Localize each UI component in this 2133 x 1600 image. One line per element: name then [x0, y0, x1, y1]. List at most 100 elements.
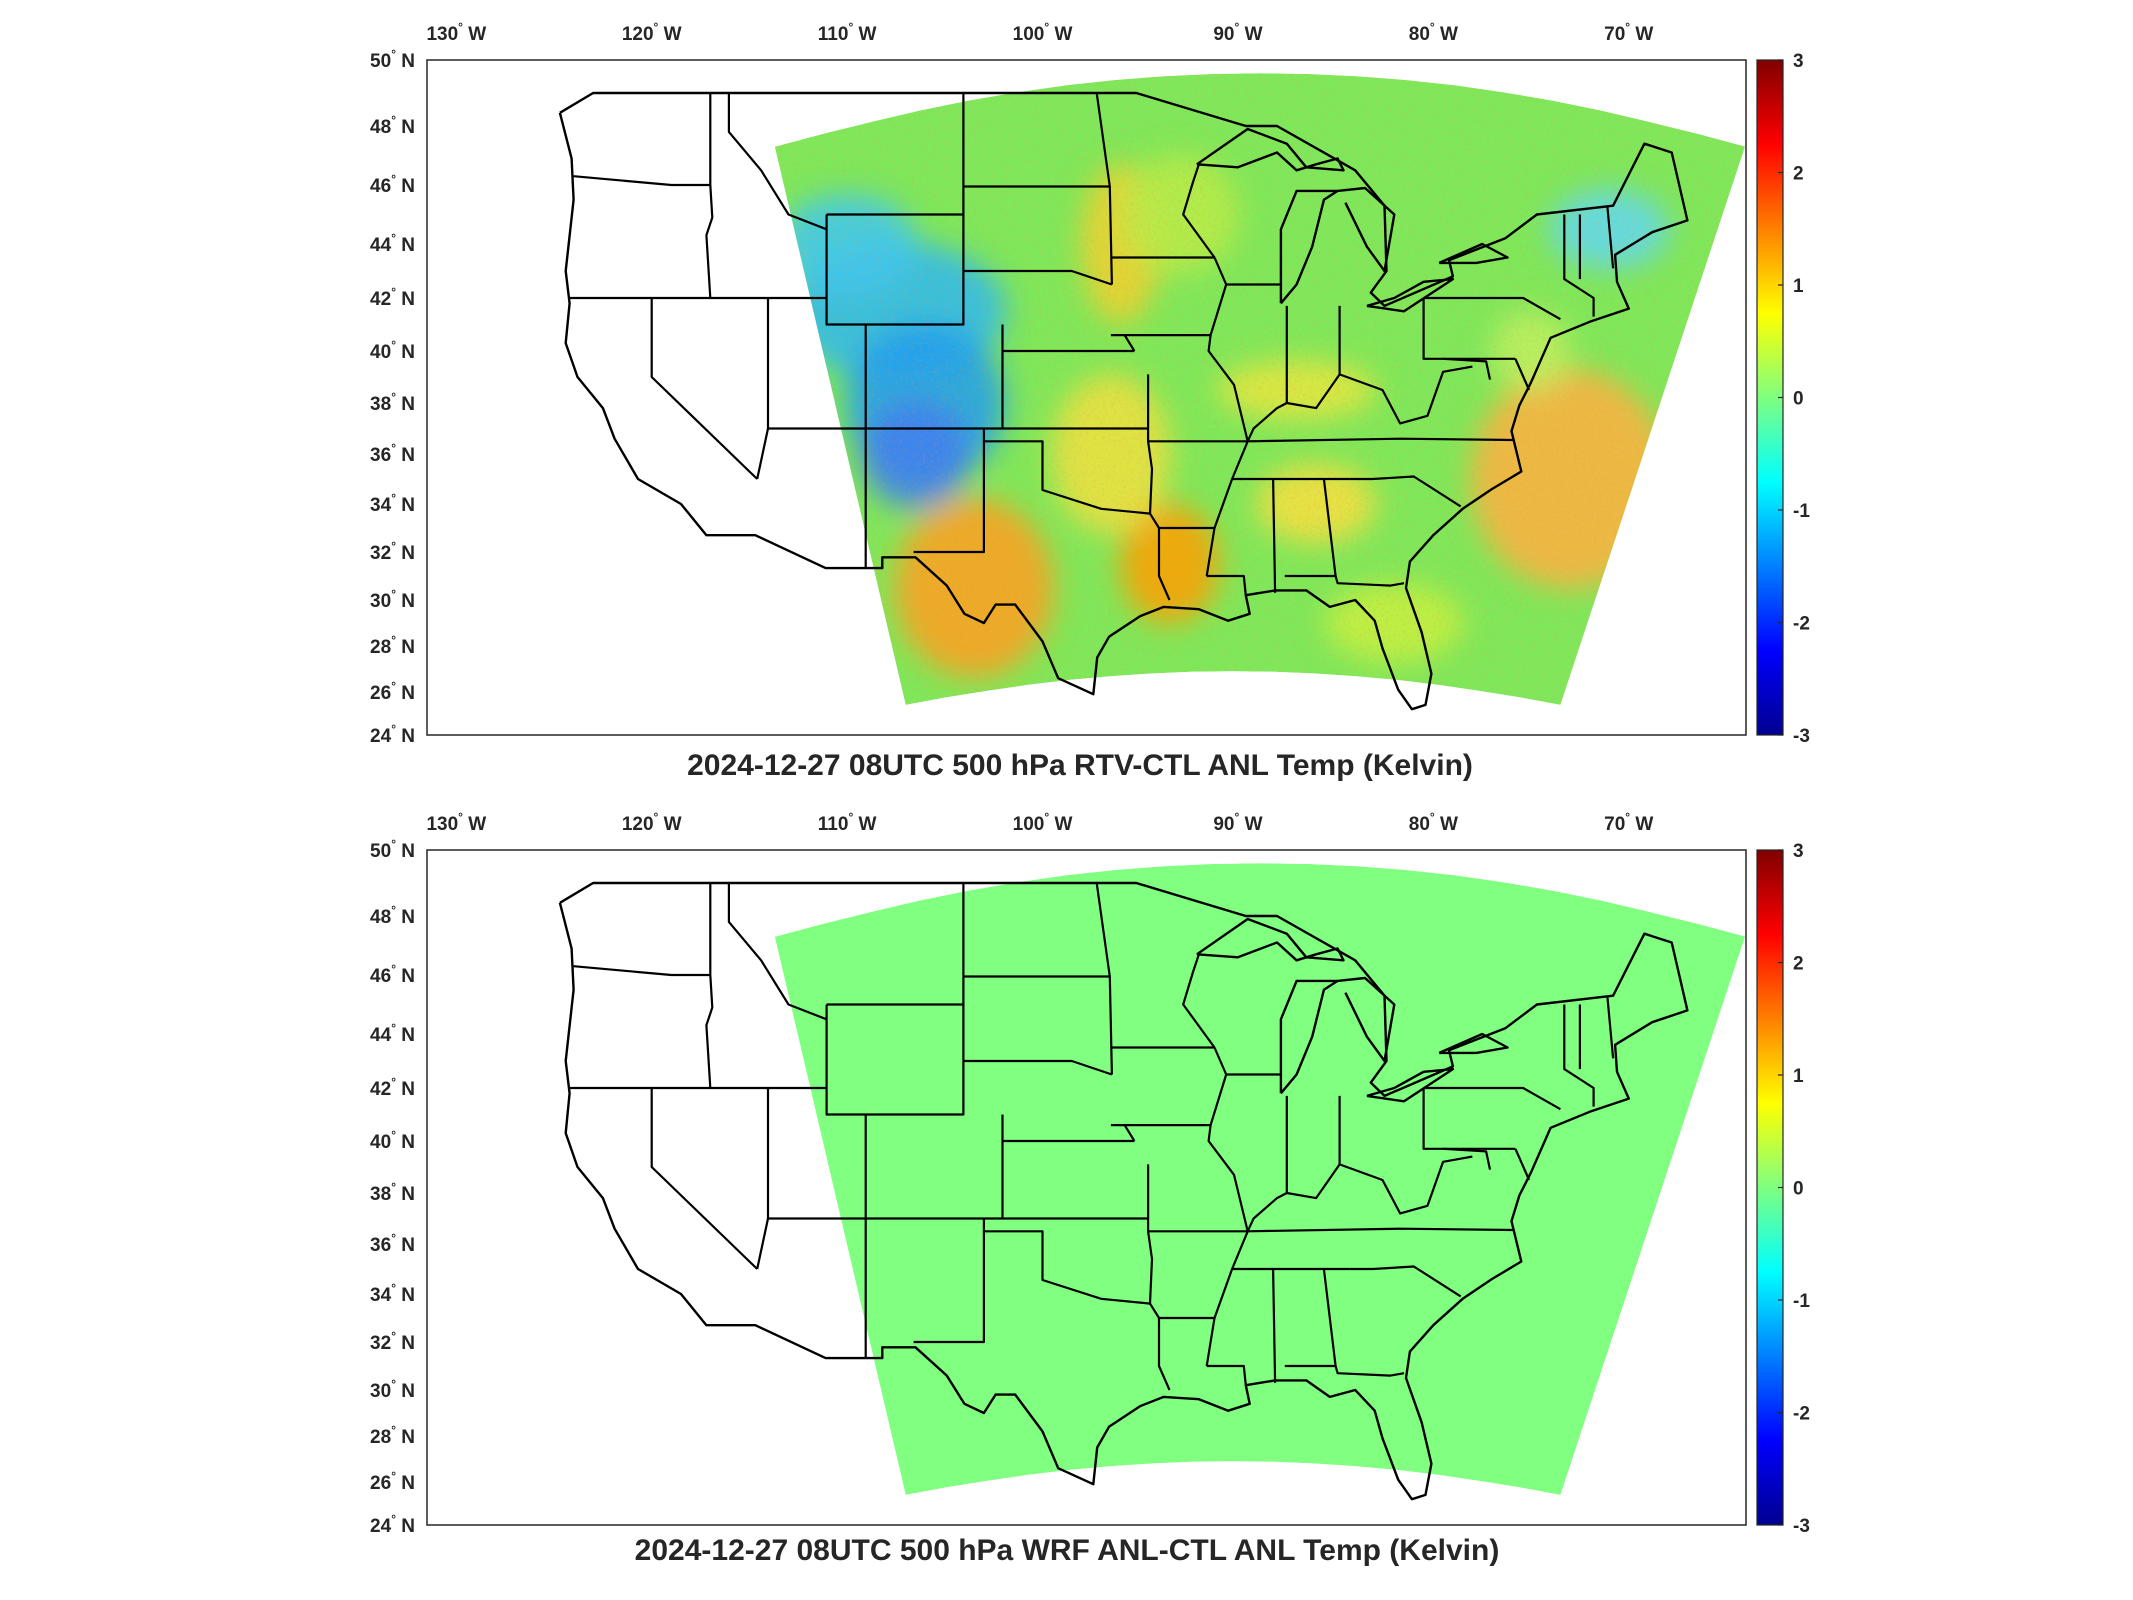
latitude-ticks: 50° N 48° N 46° N 44° N 42° N 40° N 38° N 36° N…	[370, 47, 415, 747]
lon-tick-label: 110° W	[818, 810, 877, 835]
lon-tick-label: 90° W	[1213, 810, 1262, 835]
lat-tick-label: 40° N	[370, 1128, 415, 1153]
state-border	[573, 965, 711, 977]
state-border	[1563, 214, 1595, 317]
map-frame	[426, 59, 1747, 736]
colorbar-tick-label: 2	[1793, 164, 1804, 185]
lat-tick-label: 44° N	[370, 231, 415, 256]
map-svg-1: 130° W 120° W 110° W 100° W 90° W 80° W 70° W …	[370, 20, 1810, 782]
lon-tick-label: 110° W	[818, 20, 877, 45]
panel-title: 2024-12-27 08UTC 500 hPa WRF ANL-CTL ANL…	[635, 1534, 1500, 1567]
state-border	[1349, 475, 1462, 508]
state-border	[1182, 163, 1216, 259]
lon-tick-label: 80° W	[1409, 20, 1458, 45]
colorbar-tick-label: -3	[1793, 726, 1810, 747]
state-border	[1206, 574, 1247, 596]
lat-tick-label: 48° N	[370, 113, 415, 138]
great-lake	[1337, 976, 1396, 1063]
lat-tick-label: 30° N	[370, 1377, 415, 1402]
state-border	[1322, 1268, 1337, 1367]
great-lake	[1337, 186, 1396, 273]
state-border	[1205, 284, 1249, 577]
state-border	[963, 269, 1113, 286]
colorbar: 3 2 1 0 -1 -2 -3	[1756, 841, 1810, 1537]
state-border	[1514, 1148, 1531, 1181]
state-border	[1284, 1364, 1405, 1377]
state-border	[705, 93, 714, 299]
lon-tick-label: 100° W	[1013, 810, 1073, 835]
map-panel-1: 130° W 120° W 110° W 100° W 90° W 80° W 70° W …	[370, 20, 1810, 782]
colorbar-tick-label: 2	[1793, 954, 1804, 975]
state-border	[1514, 358, 1531, 391]
state-border	[825, 1004, 965, 1116]
great-lake	[1366, 277, 1455, 313]
state-border	[1206, 1364, 1247, 1386]
lat-tick-label: 48° N	[370, 903, 415, 928]
colorbar-tick-label: 3	[1793, 841, 1804, 862]
great-lake	[1279, 979, 1339, 1095]
speckle-texture	[774, 73, 1746, 705]
state-border	[573, 175, 711, 187]
state-borders	[558, 91, 1689, 711]
colorbar-tick-label: 3	[1793, 51, 1804, 72]
lat-tick-label: 32° N	[370, 1329, 415, 1354]
colorbar-tick-label: -2	[1793, 614, 1810, 635]
lon-tick-label: 100° W	[1013, 20, 1073, 45]
lat-tick-label: 24° N	[370, 1512, 415, 1537]
lat-tick-label: 46° N	[370, 962, 415, 987]
state-border	[963, 1059, 1113, 1076]
colorbar-tick-label: 0	[1793, 389, 1804, 410]
state-border	[983, 1230, 1151, 1305]
colorbar: 3 2 1 0 -1 -2 -3	[1756, 51, 1810, 747]
state-border	[650, 298, 758, 480]
state-border	[1284, 574, 1405, 587]
lat-tick-label: 50° N	[370, 47, 415, 72]
state-border	[1123, 334, 1136, 352]
state-border	[1286, 1155, 1473, 1215]
state-border	[1247, 1227, 1514, 1233]
state-border	[766, 1088, 867, 1220]
state-border	[650, 1088, 758, 1270]
map-svg-2: 130° W 120° W 110° W 100° W 90° W 80° W 70° W …	[370, 810, 1810, 1567]
lat-tick-label: 24° N	[370, 722, 415, 747]
lat-tick-label: 34° N	[370, 491, 415, 516]
state-border	[1422, 1088, 1516, 1150]
state-border	[1286, 365, 1473, 425]
coastline	[558, 91, 1689, 711]
lat-tick-label: 26° N	[370, 679, 415, 704]
lon-tick-label: 130° W	[426, 810, 486, 835]
lat-tick-label: 42° N	[370, 1075, 415, 1100]
colorbar-tick-label: 1	[1793, 276, 1804, 297]
state-border	[756, 428, 770, 480]
lat-tick-label: 26° N	[370, 1469, 415, 1494]
state-border	[1443, 357, 1492, 380]
anomaly-field	[774, 73, 1746, 705]
great-lake	[1279, 189, 1339, 305]
longitude-ticks: 130° W 120° W 110° W 100° W 90° W 80° W 70° W	[426, 20, 1653, 45]
lon-tick-label: 120° W	[622, 20, 682, 45]
state-border	[983, 440, 1151, 515]
lat-tick-label: 40° N	[370, 338, 415, 363]
lat-tick-label: 36° N	[370, 441, 415, 466]
colorbar-tick-label: 1	[1793, 1066, 1804, 1087]
map-frame	[426, 849, 1747, 1526]
state-border	[1606, 995, 1615, 1059]
lon-tick-label: 80° W	[1409, 810, 1458, 835]
state-border	[1349, 1265, 1462, 1298]
lat-tick-label: 36° N	[370, 1231, 415, 1256]
state-border	[766, 298, 867, 430]
lat-tick-label: 38° N	[370, 390, 415, 415]
great-lake	[1196, 917, 1345, 962]
lat-tick-label: 32° N	[370, 539, 415, 564]
state-border	[913, 428, 985, 554]
lat-tick-label: 30° N	[370, 587, 415, 612]
state-border	[727, 93, 827, 231]
state-border	[1123, 1124, 1136, 1142]
state-border	[913, 1218, 985, 1344]
lat-tick-label: 44° N	[370, 1021, 415, 1046]
domain-fill	[774, 863, 1746, 1495]
lat-tick-label: 46° N	[370, 172, 415, 197]
state-border	[825, 214, 965, 326]
state-border	[727, 883, 827, 1021]
lat-tick-label: 38° N	[370, 1180, 415, 1205]
